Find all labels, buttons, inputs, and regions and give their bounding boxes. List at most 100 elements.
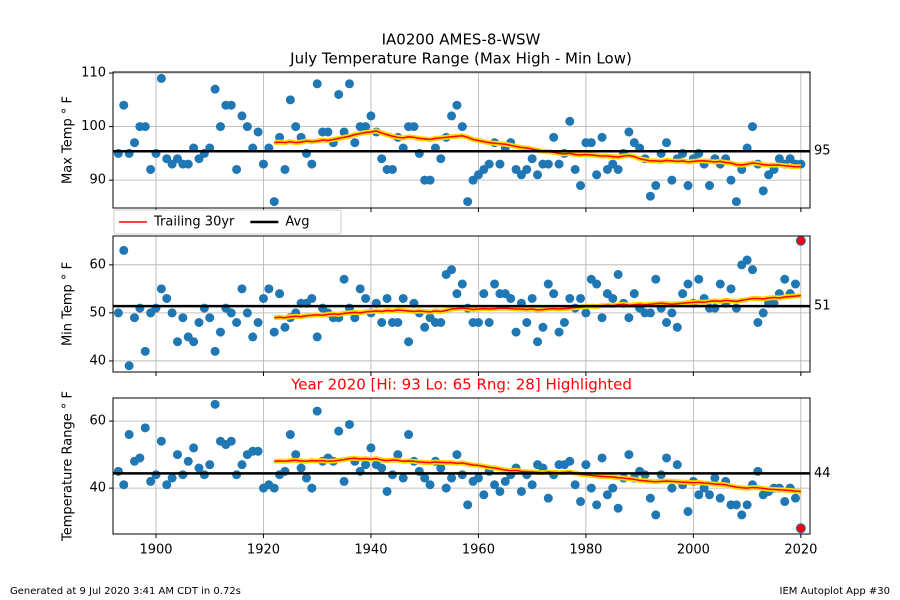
data-point: [613, 503, 623, 513]
data-point: [758, 186, 768, 196]
data-point: [404, 337, 414, 347]
data-point: [624, 450, 634, 460]
data-point: [291, 450, 301, 460]
data-point: [683, 507, 693, 517]
data-point: [651, 181, 661, 191]
data-point: [683, 279, 693, 289]
data-point: [344, 79, 354, 89]
data-point: [613, 164, 623, 174]
data-point: [307, 483, 317, 493]
footer-right: IEM Autoplot App #30: [780, 586, 890, 597]
data-point: [576, 497, 586, 507]
data-point: [140, 346, 150, 356]
data-point: [232, 470, 242, 480]
data-point: [452, 450, 462, 460]
data-point: [366, 111, 376, 121]
data-point: [490, 279, 500, 289]
data-point: [463, 197, 473, 207]
data-point: [355, 284, 365, 294]
data-point: [253, 318, 263, 328]
data-point: [554, 327, 564, 337]
data-point: [705, 490, 715, 500]
data-point: [592, 279, 602, 289]
y-tick-label: 40: [89, 353, 106, 368]
data-point: [361, 293, 371, 303]
data-point: [672, 460, 682, 470]
data-point: [151, 470, 161, 480]
data-point: [522, 318, 532, 328]
data-point: [398, 473, 408, 483]
data-point: [570, 164, 580, 174]
data-point: [790, 279, 800, 289]
data-point: [366, 443, 376, 453]
data-point: [172, 450, 182, 460]
data-point: [242, 308, 252, 318]
data-point: [339, 127, 349, 137]
data-point: [656, 470, 666, 480]
y-tick-label: 50: [89, 305, 106, 320]
data-point: [694, 274, 704, 284]
data-point: [608, 293, 618, 303]
data-point: [473, 318, 483, 328]
data-point: [382, 486, 392, 496]
data-point: [296, 463, 306, 473]
data-point: [269, 197, 279, 207]
data-point: [156, 436, 166, 446]
data-point: [705, 181, 715, 191]
data-point: [731, 500, 741, 510]
data-point: [667, 175, 677, 185]
data-point: [586, 138, 596, 148]
data-point: [264, 284, 274, 294]
data-point: [291, 122, 301, 132]
data-point: [543, 279, 553, 289]
data-point: [146, 164, 156, 174]
data-point: [662, 453, 672, 463]
data-point: [253, 446, 263, 456]
data-point: [549, 132, 559, 142]
avg-label: 44: [814, 466, 831, 481]
data-point: [275, 289, 285, 299]
data-point: [715, 279, 725, 289]
data-point: [511, 327, 521, 337]
data-point: [226, 436, 236, 446]
data-point: [592, 170, 602, 180]
data-point: [672, 322, 682, 332]
data-point: [662, 138, 672, 148]
data-point: [393, 450, 403, 460]
data-point: [361, 122, 371, 132]
data-point: [248, 332, 258, 342]
data-point: [624, 127, 634, 137]
data-point: [215, 122, 225, 132]
data-point: [232, 164, 242, 174]
data-point: [194, 318, 204, 328]
data-point: [183, 159, 193, 169]
data-point: [312, 332, 322, 342]
data-point: [119, 245, 129, 255]
data-point: [581, 308, 591, 318]
data-point: [124, 361, 134, 371]
data-point: [237, 111, 247, 121]
data-point: [495, 486, 505, 496]
data-point: [215, 327, 225, 337]
data-point: [339, 476, 349, 486]
x-tick-label: 1900: [139, 543, 172, 558]
data-point: [226, 308, 236, 318]
data-point: [334, 89, 344, 99]
data-point: [726, 284, 736, 294]
data-point: [565, 116, 575, 126]
data-point: [495, 159, 505, 169]
data-point: [554, 159, 564, 169]
legend-label: Avg: [285, 215, 309, 230]
data-point: [119, 100, 129, 110]
data-point: [758, 308, 768, 318]
data-point: [162, 480, 172, 490]
data-point: [576, 293, 586, 303]
data-point: [576, 181, 586, 191]
data-point: [710, 473, 720, 483]
data-point: [232, 318, 242, 328]
data-point: [747, 265, 757, 275]
data-point: [420, 322, 430, 332]
data-point: [189, 337, 199, 347]
data-point: [194, 463, 204, 473]
data-point: [592, 500, 602, 510]
